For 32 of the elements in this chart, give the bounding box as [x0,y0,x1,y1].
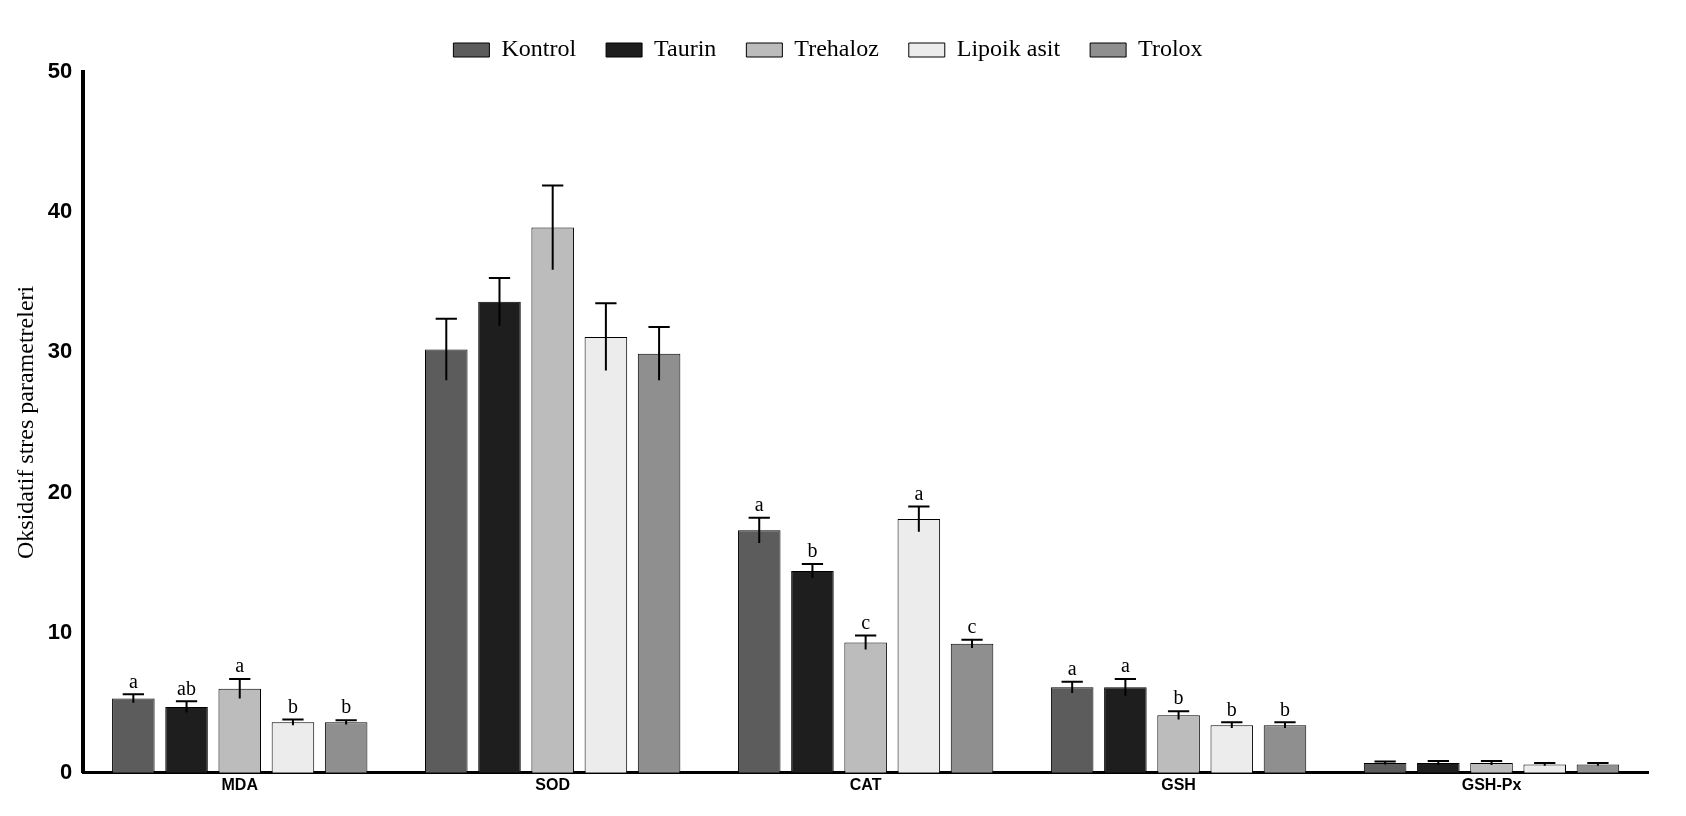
data-label: b [1279,697,1290,720]
legend-label: Lipoik asit [956,35,1061,62]
data-label: a [1067,656,1077,679]
data-label: c [967,614,977,637]
legend-label: Trolox [1138,35,1203,62]
data-label: a [235,654,245,677]
x-tick-label: GSH-Px [1461,775,1522,793]
x-tick-label: GSH [1161,775,1196,793]
data-label: a [754,492,764,515]
legend-label: Kontrol [501,35,577,62]
data-label: c [861,610,871,633]
x-tick-label: SOD [535,775,571,793]
y-tick-label: 10 [47,618,73,644]
y-tick-label: 30 [47,338,73,364]
data-label: ab [177,676,196,699]
legend-label: Taurin [654,35,717,62]
data-label: b [287,694,298,717]
data-label: b [807,539,818,562]
y-tick-label: 40 [47,198,73,224]
x-tick-label: MDA [221,775,259,793]
legend-label: Trehaloz [794,35,879,62]
y-tick-label: 0 [60,758,73,784]
data-label: b [341,695,352,718]
y-axis-title: Oksidatif stres parametreleri [11,285,38,560]
data-label: a [128,669,138,692]
data-label: a [1120,654,1130,677]
data-label: b [1226,697,1237,720]
data-label: a [914,481,924,504]
x-tick-label: CAT [849,775,882,793]
y-tick-label: 20 [47,478,73,504]
data-label: b [1173,686,1184,709]
y-tick-label: 50 [47,58,73,84]
